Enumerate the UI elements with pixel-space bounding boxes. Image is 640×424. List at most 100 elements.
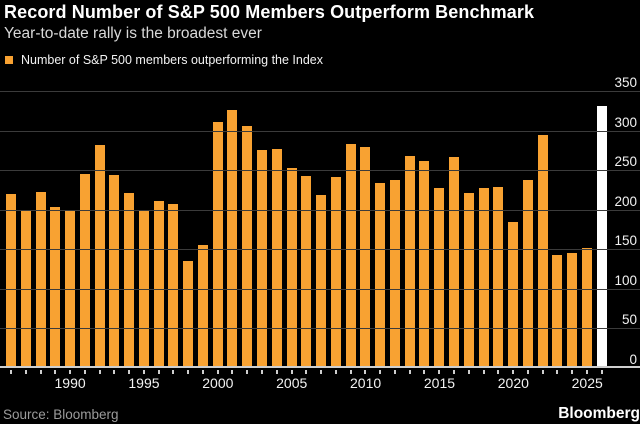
bar-2005 [286,168,297,368]
y-axis-label: 50 [621,312,637,327]
axis-tick [231,370,234,374]
tick-slot [331,370,341,374]
chart-title: Record Number of S&P 500 Members Outperf… [4,2,535,22]
axis-tick [497,370,500,374]
bars-container [6,91,607,368]
axis-tick [113,370,116,374]
tick-slot [301,370,311,374]
bar-2015 [434,188,445,368]
x-axis-label: 2000 [202,375,234,391]
bar-2004 [271,149,282,368]
bar-2017 [463,193,474,368]
source-note: Source: Bloomberg [3,407,119,422]
bar-2008 [330,177,341,368]
axis-tick [142,370,145,374]
bar-1992 [94,145,105,368]
tick-slot [508,370,518,374]
bar-2013 [404,156,415,368]
tick-slot [227,370,237,374]
axis-tick [379,370,382,374]
axis-tick [24,370,27,374]
y-axis-label: 200 [614,194,637,209]
x-axis-label: 2010 [350,375,382,391]
x-axis-line [0,366,640,368]
bar-2021 [522,180,533,368]
axis-tick [512,370,515,374]
gridline [0,131,640,132]
axis-tick [187,370,190,374]
axis-tick [423,370,426,374]
tick-slot [183,370,193,374]
tick-slot [95,370,105,374]
bar-2024 [567,253,578,368]
tick-slot [419,370,429,374]
axis-tick [201,370,204,374]
axis-tick [571,370,574,374]
legend: Number of S&P 500 members outperforming … [5,53,323,67]
axis-tick [585,370,588,374]
tick-slot [434,370,444,374]
axis-tick [83,370,86,374]
tick-slot [139,370,149,374]
bar-2018 [478,188,489,368]
tick-slot [80,370,90,374]
tick-slot [50,370,60,374]
tick-slot [360,370,370,374]
axis-tick [261,370,264,374]
tick-slot [316,370,326,374]
gridline [0,328,640,329]
axis-tick [349,370,352,374]
tick-slot [65,370,75,374]
gridline [0,210,640,211]
tick-slot [582,370,592,374]
axis-tick [216,370,219,374]
bar-2001 [227,110,238,368]
tick-slot [154,370,164,374]
tick-slot [242,370,252,374]
chart-subtitle: Year-to-date rally is the broadest ever [4,25,262,42]
axis-tick [157,370,160,374]
axis-tick [69,370,72,374]
gridline [0,91,640,92]
axis-tick [438,370,441,374]
tick-slot [168,370,178,374]
tick-slot [567,370,577,374]
bar-2002 [242,126,253,368]
axis-tick [10,370,12,374]
gridline [0,170,640,171]
tick-slot [346,370,356,374]
x-axis-label: 2025 [571,375,603,391]
tick-slot [464,370,474,374]
bar-1998 [183,261,194,368]
x-axis-label: 2020 [497,375,529,391]
bar-1991 [79,174,90,368]
axis-tick [172,370,175,374]
tick-slot [36,370,46,374]
bar-2020 [508,222,519,368]
bar-2003 [257,150,268,368]
axis-tick [526,370,529,374]
axis-tick [246,370,249,374]
tick-slot [493,370,503,374]
tick-slot [375,370,385,374]
axis-tick [364,370,367,374]
bar-1993 [109,175,120,368]
axis-tick [320,370,323,374]
plot-area: 350 300 250 200 150 100 50 0 1990 1995 2000 2005 201… [0,75,640,391]
x-axis-ticks [6,370,607,374]
bar-1986 [6,194,16,368]
bar-1996 [153,201,164,368]
bar-2014 [419,161,430,368]
tick-slot [523,370,533,374]
tick-slot [552,370,562,374]
bar-1994 [124,193,135,368]
x-axis-label: 1990 [54,375,86,391]
tick-slot [124,370,134,374]
tick-slot [479,370,489,374]
x-axis-label: 2015 [423,375,456,391]
legend-label: Number of S&P 500 members outperforming … [21,53,324,67]
bar-2000 [212,122,223,368]
bar-1999 [197,245,208,368]
bar-2012 [389,180,400,368]
tick-slot [538,370,548,374]
